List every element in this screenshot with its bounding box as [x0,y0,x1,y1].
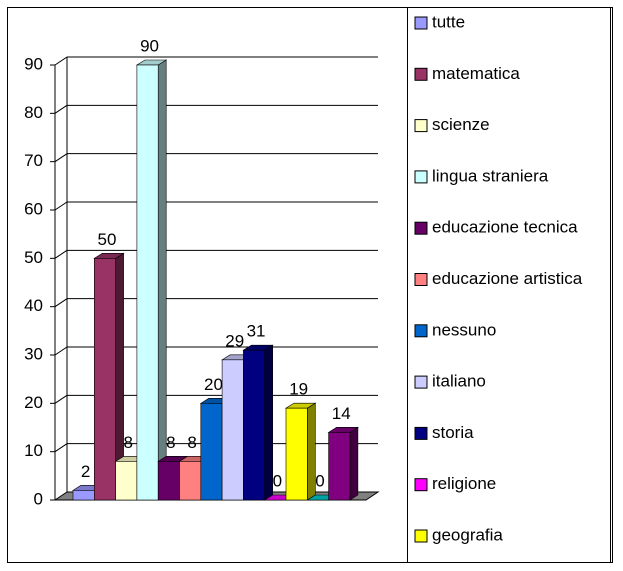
bar-side [306,402,316,501]
y-tick-label: 60 [24,199,43,218]
grid-line [54,153,68,163]
grid-line [54,346,68,356]
bar [243,349,265,501]
value-label: 90 [140,36,159,55]
y-tick-label: 30 [24,344,43,363]
value-label: 31 [247,322,266,341]
legend-swatch [414,273,428,286]
value-label: 0 [315,471,324,490]
y-tick-label: 80 [24,103,43,122]
legend-swatch [414,478,428,492]
value-label: 19 [289,380,308,399]
y-tick-label: 40 [24,296,43,315]
grid-line [54,104,68,114]
value-label: 29 [225,331,244,350]
value-label: 50 [97,230,116,249]
grid-line [54,249,68,259]
value-label: 8 [166,433,175,452]
legend-label: scienze [432,115,490,134]
legend-label: nessuno [432,320,496,339]
grid-line [54,394,68,404]
legend-swatch [414,324,428,338]
bar [72,490,95,501]
legend-label: geografia [432,525,503,544]
bar [136,64,159,501]
legend-label: italiano [432,372,486,391]
bar-side [349,426,359,501]
bar [94,258,116,501]
legend-swatch [414,170,428,184]
value-label: 14 [332,404,351,423]
legend-swatch [414,529,428,543]
legend-swatch [414,375,428,389]
legend-label: religione [432,474,496,493]
legend-label: tutte [432,12,465,31]
legend-swatch [414,67,428,81]
legend-label: educazione tecnica [432,218,578,237]
bar-side [157,59,167,501]
bar [157,461,180,501]
bar [328,432,351,501]
grid-line [54,201,68,211]
value-label: 20 [204,375,223,394]
y-tick-label: 20 [24,393,43,412]
bar-side [264,344,274,501]
y-tick-label: 0 [34,489,43,508]
legend-swatch [414,426,428,440]
legend-label: matematica [432,64,520,83]
bar [221,359,244,501]
y-tick-label: 90 [24,54,43,73]
y-tick-label: 50 [24,248,43,267]
grid-line [54,443,68,453]
legend-swatch [414,16,428,30]
bar [179,461,202,501]
y-tick-label: 10 [24,441,43,460]
value-label: 0 [273,471,282,490]
legend-label: lingua straniera [432,166,549,185]
value-label: 2 [81,462,90,481]
legend-swatch [414,119,428,133]
bar [285,407,308,501]
value-label: 8 [187,433,196,452]
grid-line [54,298,68,308]
grid-line [54,56,68,66]
value-label: 8 [124,433,133,452]
legend-label: educazione artistica [432,269,583,288]
bar [200,403,223,501]
bar [115,461,138,501]
legend-label: storia [432,423,474,442]
y-tick-label: 70 [24,151,43,170]
legend-swatch [414,221,428,235]
